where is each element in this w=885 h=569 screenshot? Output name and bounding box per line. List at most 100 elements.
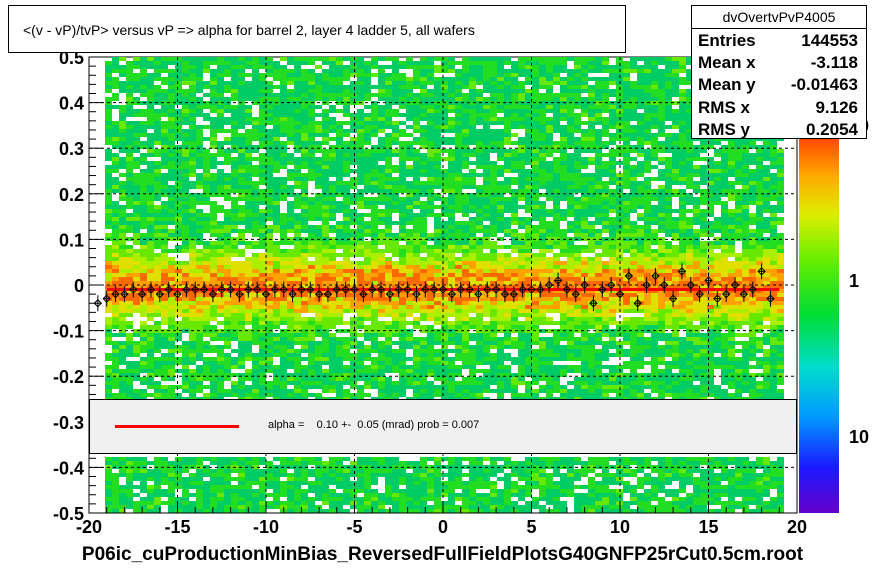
heatmap-cell <box>483 261 490 265</box>
heatmap-cell <box>420 65 427 69</box>
heatmap-cell <box>245 149 252 153</box>
heatmap-cell <box>203 489 210 493</box>
heatmap-cell <box>224 293 231 297</box>
heatmap-cell <box>287 509 294 513</box>
heatmap-cell <box>448 193 455 197</box>
heatmap-cell <box>238 217 245 221</box>
heatmap-cell <box>329 385 336 389</box>
heatmap-cell <box>105 193 112 197</box>
heatmap-cell <box>441 317 448 321</box>
heatmap-cell <box>287 301 294 305</box>
heatmap-cell <box>287 205 294 209</box>
heatmap-cell <box>210 369 217 373</box>
heatmap-cell <box>238 501 245 505</box>
heatmap-cell <box>210 69 217 73</box>
heatmap-cell <box>476 141 483 145</box>
heatmap-cell <box>266 485 273 489</box>
heatmap-cell <box>273 337 280 341</box>
heatmap-cell <box>161 233 168 237</box>
heatmap-cell <box>448 497 455 501</box>
heatmap-cell <box>462 77 469 81</box>
heatmap-cell <box>308 369 315 373</box>
heatmap-cell <box>105 305 112 309</box>
heatmap-cell <box>210 213 217 217</box>
heatmap-cell <box>308 157 315 161</box>
heatmap-cell <box>434 489 441 493</box>
heatmap-cell <box>252 125 259 129</box>
heatmap-cell <box>168 273 175 277</box>
heatmap-cell <box>336 329 343 333</box>
heatmap-cell <box>413 181 420 185</box>
heatmap-cell <box>168 149 175 153</box>
heatmap-cell <box>266 393 273 397</box>
heatmap-cell <box>406 57 413 61</box>
heatmap-cell <box>427 61 434 65</box>
heatmap-cell <box>336 69 343 73</box>
heatmap-cell <box>168 461 175 465</box>
heatmap-cell <box>189 221 196 225</box>
heatmap-cell <box>322 165 329 169</box>
heatmap-cell <box>231 497 238 501</box>
heatmap-cell <box>371 181 378 185</box>
heatmap-cell <box>441 241 448 245</box>
heatmap-cell <box>266 241 273 245</box>
heatmap-cell <box>469 177 476 181</box>
heatmap-cell <box>266 117 273 121</box>
heatmap-cell <box>259 505 266 509</box>
heatmap-cell <box>217 321 224 325</box>
heatmap-cell <box>420 117 427 121</box>
heatmap-cell <box>441 121 448 125</box>
heatmap-cell <box>280 457 287 461</box>
heatmap-cell <box>119 221 126 225</box>
heatmap-cell <box>126 65 133 69</box>
heatmap-cell <box>378 105 385 109</box>
heatmap-cell <box>224 309 231 313</box>
heatmap-cell <box>371 93 378 97</box>
heatmap-cell <box>357 353 364 357</box>
heatmap-cell <box>245 173 252 177</box>
heatmap-cell <box>105 337 112 341</box>
heatmap-cell <box>392 473 399 477</box>
heatmap-cell <box>336 101 343 105</box>
heatmap-cell <box>175 309 182 313</box>
heatmap-cell <box>259 73 266 77</box>
heatmap-cell <box>476 473 483 477</box>
heatmap-cell <box>329 249 336 253</box>
heatmap-cell <box>112 269 119 273</box>
heatmap-cell <box>154 497 161 501</box>
heatmap-cell <box>245 353 252 357</box>
heatmap-cell <box>392 505 399 509</box>
heatmap-cell <box>371 165 378 169</box>
heatmap-cell <box>105 321 112 325</box>
heatmap-cell <box>245 485 252 489</box>
heatmap-cell <box>217 373 224 377</box>
heatmap-cell <box>413 177 420 181</box>
heatmap-cell <box>154 181 161 185</box>
heatmap-cell <box>203 221 210 225</box>
heatmap-cell <box>210 133 217 137</box>
heatmap-cell <box>245 89 252 93</box>
heatmap-cell <box>406 81 413 85</box>
heatmap-cell <box>308 161 315 165</box>
heatmap-cell <box>161 133 168 137</box>
heatmap-cell <box>224 285 231 289</box>
heatmap-cell <box>119 157 126 161</box>
heatmap-cell <box>105 209 112 213</box>
heatmap-cell <box>406 117 413 121</box>
heatmap-cell <box>448 241 455 245</box>
heatmap-cell <box>301 369 308 373</box>
heatmap-cell <box>490 209 497 213</box>
heatmap-cell <box>343 393 350 397</box>
heatmap-cell <box>294 469 301 473</box>
heatmap-cell <box>147 301 154 305</box>
heatmap-cell <box>168 185 175 189</box>
heatmap-cell <box>126 381 133 385</box>
heatmap-cell <box>168 393 175 397</box>
heatmap-cell <box>469 77 476 81</box>
heatmap-cell <box>322 141 329 145</box>
heatmap-cell <box>259 173 266 177</box>
heatmap-cell <box>217 265 224 269</box>
heatmap-cell <box>133 273 140 277</box>
heatmap-cell <box>378 377 385 381</box>
heatmap-cell <box>238 285 245 289</box>
